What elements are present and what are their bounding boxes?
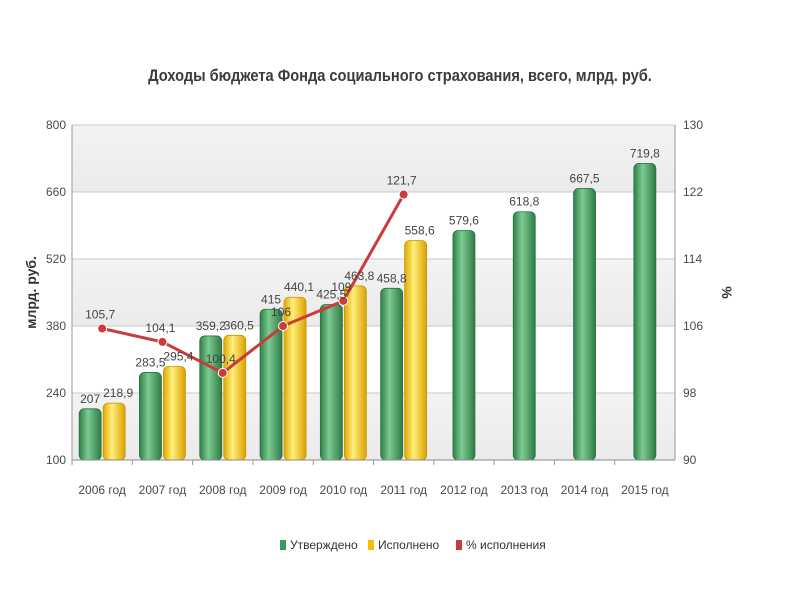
bar-approved — [452, 230, 476, 461]
point-percent — [278, 321, 289, 331]
y2-tick-label: 106 — [683, 319, 703, 333]
bar-executed — [163, 366, 186, 461]
legend-label: % исполнения — [466, 538, 546, 552]
data-label-executed: 360,5 — [224, 318, 254, 332]
legend-label: Утверждено — [290, 538, 358, 552]
x-tick-label: 2014 год — [561, 483, 609, 497]
data-label-percent: 100,4 — [206, 352, 236, 366]
bar-approved — [78, 408, 102, 461]
y2-tick-label: 90 — [683, 453, 697, 467]
y2-tick-label: 130 — [683, 118, 703, 132]
data-label-approved: 618,8 — [509, 195, 539, 209]
y-tick-label: 660 — [46, 185, 66, 199]
data-label-approved: 425,5 — [316, 287, 346, 301]
y-tick-label: 800 — [46, 118, 66, 132]
x-tick-label: 2010 год — [320, 483, 368, 497]
data-label-executed: 463,8 — [344, 269, 374, 283]
grid-band — [72, 125, 675, 192]
y-tick-label: 380 — [46, 319, 66, 333]
y-axis-title: млрд. руб. — [23, 256, 39, 329]
y2-tick-label: 122 — [683, 185, 703, 199]
data-label-approved: 283,5 — [135, 355, 165, 369]
x-tick-label: 2012 год — [440, 483, 488, 497]
legend-swatch-approved — [280, 540, 286, 550]
data-label-approved: 359,2 — [196, 319, 226, 333]
y2-tick-label: 114 — [683, 252, 702, 266]
data-label-percent: 109 — [331, 280, 351, 294]
x-tick-label: 2007 год — [139, 483, 187, 497]
point-percent — [338, 295, 349, 306]
data-label-percent: 106 — [271, 305, 291, 319]
x-tick-label: 2013 год — [500, 483, 548, 497]
y-tick-label: 240 — [46, 386, 66, 400]
bar-approved — [380, 287, 404, 461]
data-label-approved: 579,6 — [449, 213, 479, 227]
legend-swatch-executed — [368, 540, 374, 550]
point-percent — [398, 189, 409, 200]
bar-approved — [633, 162, 657, 461]
y2-axis-title: % — [719, 286, 735, 299]
point-percent — [217, 367, 228, 378]
x-tick-label: 2011 год — [380, 483, 427, 497]
data-label-percent: 105,7 — [85, 308, 115, 322]
point-percent — [157, 336, 168, 347]
y-tick-label: 100 — [46, 453, 66, 467]
legend-swatch-percent — [456, 540, 462, 550]
line-percent — [101, 193, 405, 375]
data-label-approved: 415 — [261, 292, 281, 306]
chart-title: Доходы бюджета Фонда социального страхов… — [148, 66, 652, 85]
data-label-percent: 104,1 — [145, 321, 175, 335]
x-tick-label: 2015 год — [621, 483, 669, 497]
data-label-executed: 440,1 — [284, 280, 314, 294]
bar-executed — [343, 285, 367, 461]
point-percent — [97, 323, 108, 334]
data-label-executed: 295,4 — [163, 349, 193, 363]
data-label-approved: 719,8 — [630, 146, 660, 160]
bar-approved — [319, 304, 343, 461]
data-label-approved: 458,8 — [377, 271, 407, 285]
x-tick-label: 2009 год — [259, 483, 307, 497]
bar-approved — [512, 211, 536, 461]
bar-executed — [102, 402, 126, 461]
bar-approved — [139, 372, 162, 461]
bar-executed — [404, 240, 428, 461]
data-label-percent: 121,7 — [387, 174, 417, 188]
data-label-approved: 667,5 — [570, 171, 600, 185]
bar-approved — [573, 188, 596, 461]
x-tick-label: 2006 год — [78, 483, 126, 497]
data-label-executed: 558,6 — [405, 224, 435, 238]
data-label-approved: 207 — [80, 392, 100, 406]
data-label-executed: 218,9 — [103, 386, 133, 400]
x-tick-label: 2008 год — [199, 483, 247, 497]
legend-label: Исполнено — [378, 538, 439, 552]
bar-approved — [259, 308, 283, 461]
y2-tick-label: 98 — [683, 386, 697, 400]
y-tick-label: 520 — [46, 252, 66, 266]
